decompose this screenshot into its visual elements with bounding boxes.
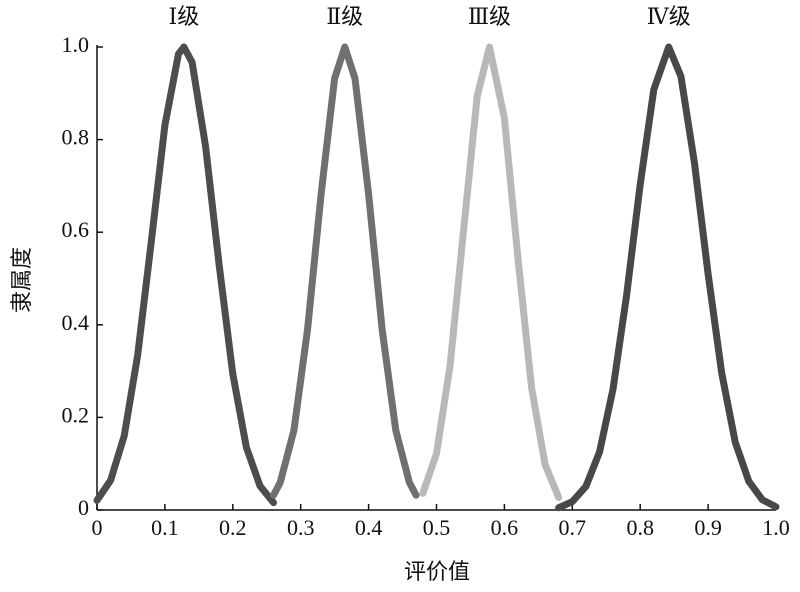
y-tick-label: 0 xyxy=(78,495,89,520)
series-label: Ⅳ级 xyxy=(647,4,691,29)
x-tick-label: 0.3 xyxy=(287,515,315,540)
y-tick-label: 1.0 xyxy=(62,32,90,57)
x-tick-label: 0.8 xyxy=(626,515,654,540)
x-tick-label: 0.2 xyxy=(219,515,247,540)
x-tick-label: 0.5 xyxy=(423,515,451,540)
y-tick-label: 0.4 xyxy=(62,310,90,335)
x-tick-label: 0.7 xyxy=(559,515,587,540)
y-tick-label: 0.2 xyxy=(62,402,90,427)
x-tick-label: 0.9 xyxy=(694,515,722,540)
series-label: Ⅱ级 xyxy=(326,4,363,29)
x-tick-label: 0.1 xyxy=(151,515,179,540)
y-axis-label: 隶属度 xyxy=(9,247,34,313)
series-line xyxy=(419,43,563,501)
y-tick-label: 0.6 xyxy=(62,217,90,242)
x-axis-label: 评价值 xyxy=(404,559,470,584)
x-tick-label: 0 xyxy=(92,515,103,540)
y-tick-label: 0.8 xyxy=(62,125,90,150)
x-tick-label: 0.4 xyxy=(355,515,383,540)
series-label: Ⅲ级 xyxy=(468,4,511,29)
x-tick-label: 0.6 xyxy=(491,515,519,540)
series-line xyxy=(93,43,277,507)
x-tick-label: 1.0 xyxy=(762,515,790,540)
series-line xyxy=(270,43,420,499)
series-line xyxy=(555,43,780,512)
series-label: Ⅰ级 xyxy=(169,4,200,29)
